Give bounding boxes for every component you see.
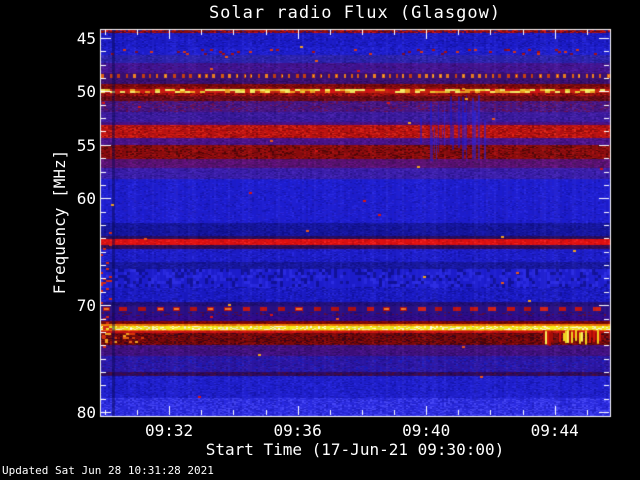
y-tick-label-50: 50 xyxy=(76,82,96,102)
x-tick-label-0944: 09:44 xyxy=(530,421,579,440)
x-tick-label-0940: 09:40 xyxy=(402,421,451,440)
y-tick-label-60: 60 xyxy=(76,189,96,209)
y-tick-label-45: 45 xyxy=(76,28,96,48)
x-tick-label-0932: 09:32 xyxy=(144,421,194,440)
x-axis-label: Start Time (17-Jun-21 09:30:00) xyxy=(205,440,505,459)
y-axis-label: Frequency [MHz] xyxy=(50,149,69,295)
y-tick-label-55: 55 xyxy=(76,135,96,155)
y-tick-label-70: 70 xyxy=(76,296,96,316)
y-tick-label-80: 80 xyxy=(76,403,96,423)
updated-timestamp: Updated Sat Jun 28 10:31:28 2021 xyxy=(2,464,214,477)
chart-title: Solar radio Flux (Glasgow) xyxy=(208,3,502,23)
x-tick-label-0936: 09:36 xyxy=(273,421,322,440)
